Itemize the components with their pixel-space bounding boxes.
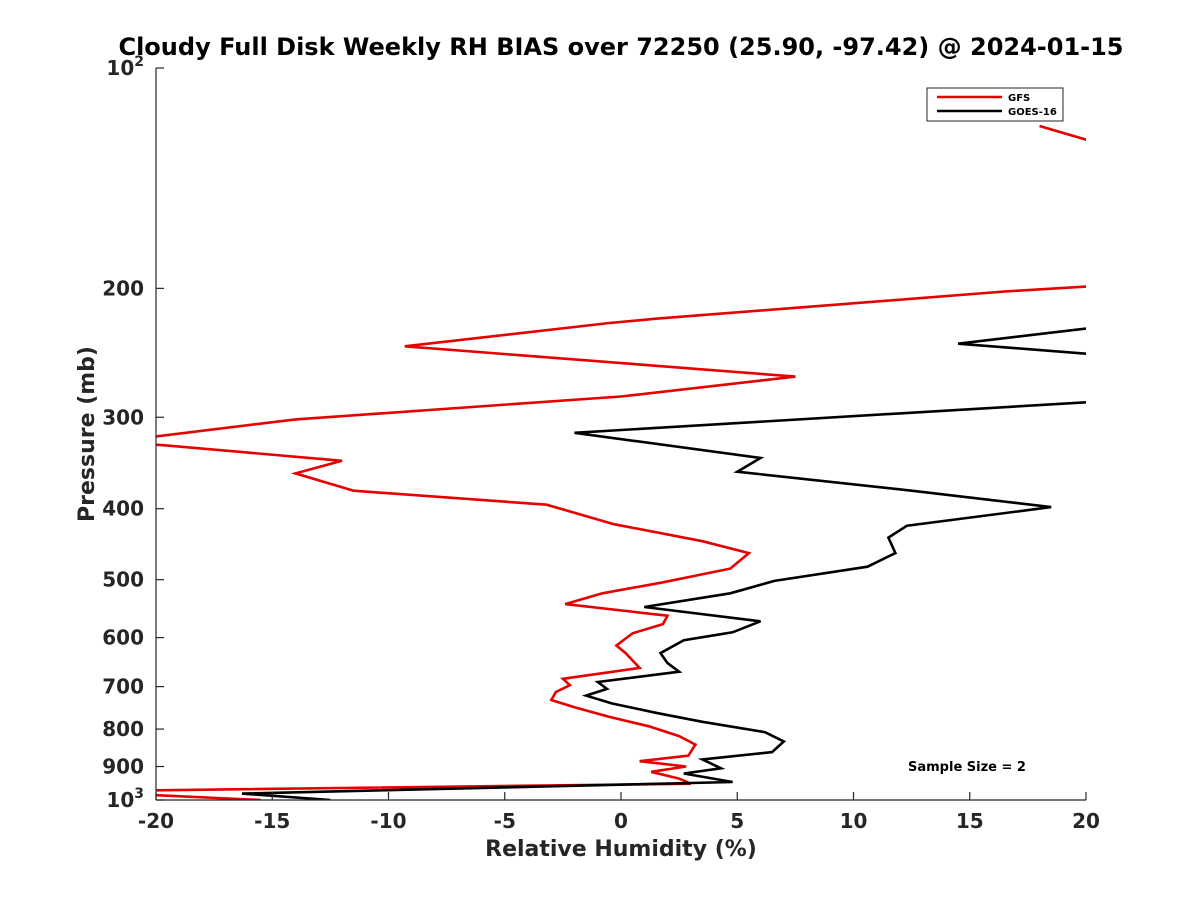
y-tick-label: 200 (102, 276, 144, 300)
legend-label-gfs: GFS (1008, 93, 1030, 104)
series-layer (156, 124, 1086, 800)
y-tick-label: 102 (106, 54, 144, 80)
x-tick-label: 15 (956, 809, 984, 833)
x-tick-label: 10 (840, 809, 868, 833)
series-line-goes16 (241, 400, 1086, 800)
x-tick-label: -15 (254, 809, 290, 833)
x-axis-label: Relative Humidity (%) (485, 837, 757, 862)
series-line-gfs (1039, 124, 1086, 142)
chart-title: Cloudy Full Disk Weekly RH BIAS over 722… (118, 33, 1123, 61)
legend-box (926, 87, 1064, 122)
y-tick-label: 500 (102, 568, 144, 592)
x-tick-label: -10 (370, 809, 406, 833)
y-tick-label: 600 (102, 626, 144, 650)
y-axis-label: Pressure (mb) (75, 346, 100, 522)
series-line-gfs (156, 285, 1086, 438)
x-ticks: -20 -15 -10 -5 0 5 10 15 20 (138, 792, 1100, 833)
x-tick-label: 20 (1072, 809, 1100, 833)
legend-label-goes16: GOES-16 (1008, 107, 1057, 118)
legend: GFS GOES-16 (926, 87, 1064, 122)
y-tick-label: 800 (102, 717, 144, 741)
y-tick-label: 400 (102, 497, 144, 521)
series-line-goes16 (957, 327, 1086, 355)
sample-size-annotation: Sample Size = 2 (908, 760, 1026, 775)
x-tick-label: -5 (494, 809, 516, 833)
x-tick-label: -20 (138, 809, 174, 833)
y-tick-label: 900 (102, 755, 144, 779)
x-tick-label: 5 (730, 809, 744, 833)
series-line-gfs (156, 443, 752, 800)
y-tick-label: 700 (102, 675, 144, 699)
y-tick-label: 300 (102, 405, 144, 429)
x-tick-label: 0 (614, 809, 628, 833)
